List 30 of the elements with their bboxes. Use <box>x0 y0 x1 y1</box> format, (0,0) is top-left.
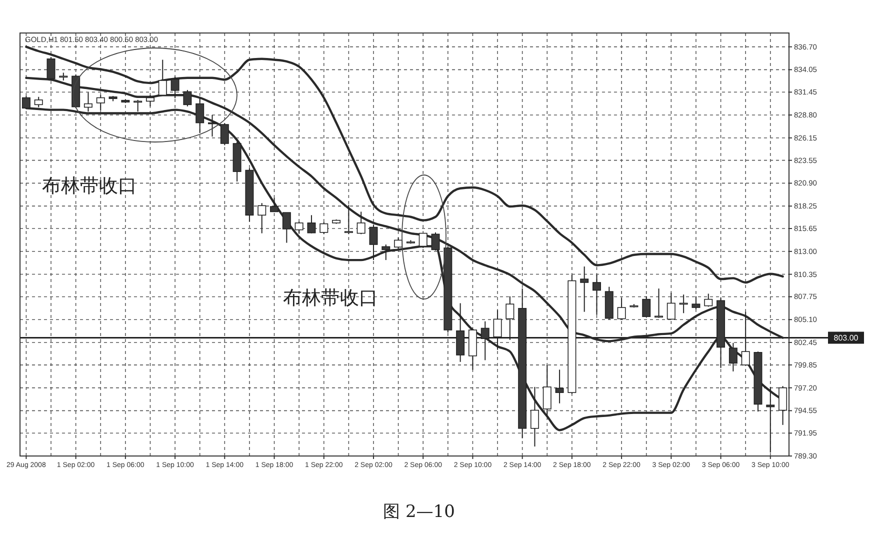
candlestick <box>146 94 154 107</box>
candlestick <box>369 224 378 261</box>
candlestick <box>666 292 676 320</box>
candlestick <box>258 202 266 234</box>
candlestick <box>270 197 279 212</box>
candlestick <box>592 274 601 316</box>
candlestick <box>344 204 353 235</box>
ref-line-label: 803.00 <box>834 334 859 343</box>
candlestick <box>580 266 589 312</box>
candlestick <box>282 212 291 244</box>
line-series <box>25 46 784 284</box>
candlestick <box>307 214 316 234</box>
candlestick <box>542 364 552 418</box>
candlestick <box>418 232 428 248</box>
candlestick <box>704 293 713 308</box>
candlestick <box>183 89 192 107</box>
candlestick <box>294 221 304 234</box>
caption: 图 2—10 <box>383 502 455 522</box>
candlestick <box>220 122 229 146</box>
candlestick <box>320 222 328 235</box>
candlestick <box>382 244 390 261</box>
candlestick <box>555 369 564 404</box>
annotation: 布林带收口 <box>42 175 137 197</box>
candlestick <box>728 342 738 372</box>
candlestick <box>642 296 651 318</box>
candlestick <box>692 296 700 310</box>
annotation: 布林带收口 <box>283 287 378 309</box>
candlestick <box>356 211 366 235</box>
candlestick <box>617 298 626 320</box>
candlestick <box>431 232 440 252</box>
